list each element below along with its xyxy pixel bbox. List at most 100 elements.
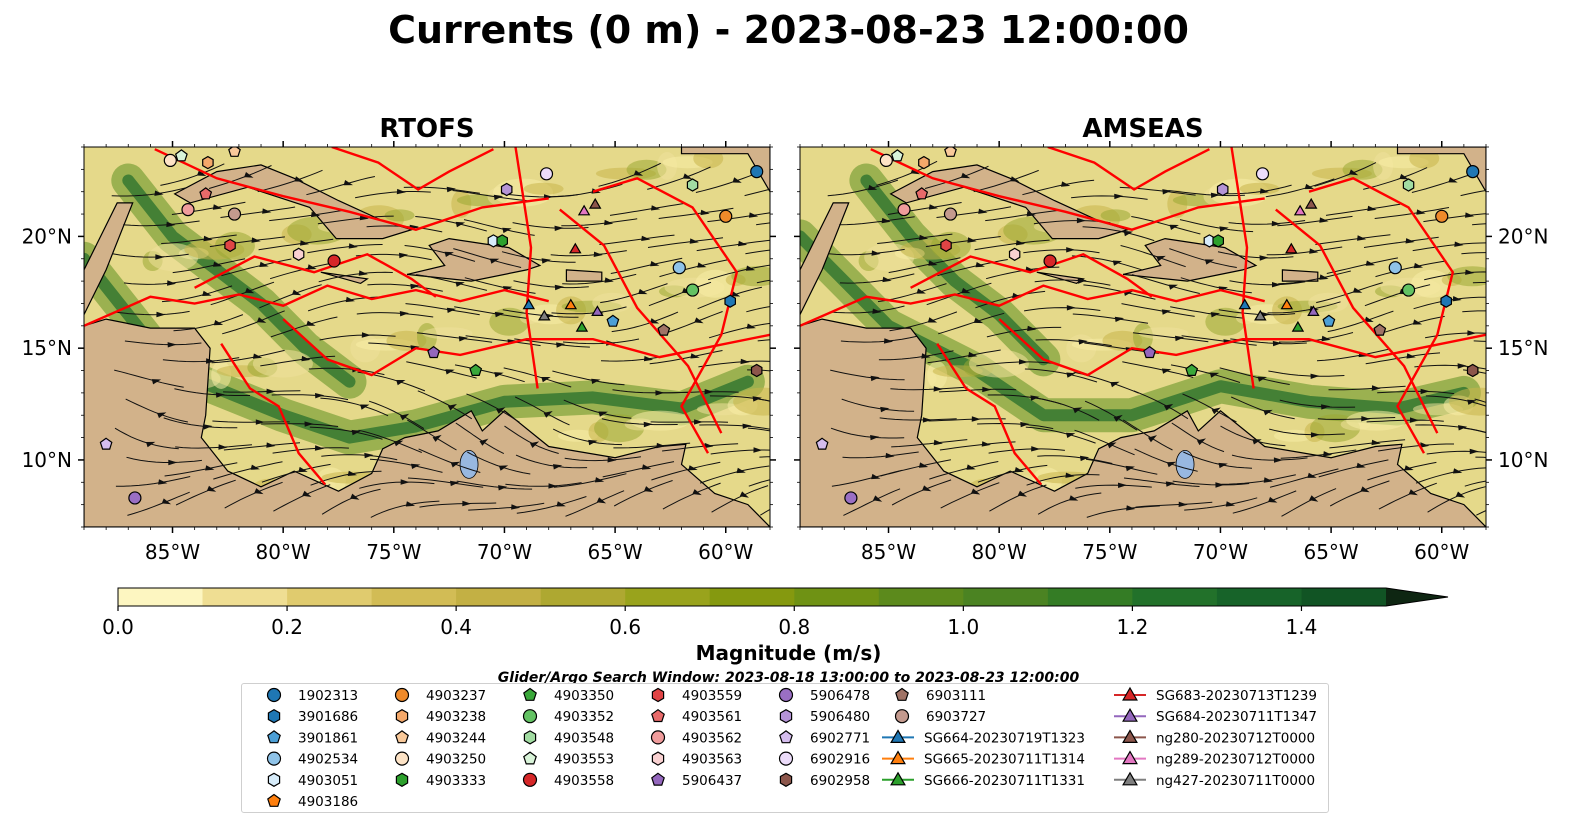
- legend-item: SG664-20230719T1323: [882, 729, 1085, 746]
- streamline-arrow: [981, 441, 991, 447]
- land-polygon: [1036, 271, 1085, 285]
- streamline: [211, 349, 285, 364]
- streamline-arrow: [244, 172, 254, 178]
- magnitude-patch: [1342, 159, 1383, 180]
- streamline-arrow: [1065, 472, 1075, 478]
- legend-item: ng427-20230711T0000: [1114, 771, 1315, 789]
- legend-marker: [267, 709, 281, 724]
- magnitude-patch: [417, 323, 437, 351]
- legend-label: 5906480: [810, 709, 870, 725]
- streamline-arrow: [498, 465, 509, 471]
- marker-6902958: [1466, 363, 1479, 378]
- streamline-arrow: [1165, 481, 1175, 487]
- streamline: [561, 218, 638, 227]
- streamline: [366, 225, 443, 233]
- magnitude-patch: [932, 365, 983, 378]
- streamline-arrow: [396, 188, 406, 195]
- streamline: [306, 176, 376, 196]
- streamline: [1376, 315, 1445, 336]
- legend-label: 4902534: [298, 752, 358, 768]
- streamline-arrow: [1020, 421, 1030, 428]
- streamline: [1415, 467, 1486, 484]
- marker-ng289-20230712T0000: [1293, 204, 1307, 216]
- streamline-arrow: [689, 238, 699, 244]
- streamline: [208, 165, 272, 189]
- streamline-arrow: [975, 262, 985, 268]
- streamline: [1184, 497, 1258, 511]
- streamline: [1329, 439, 1406, 449]
- streamline: [1084, 342, 1159, 354]
- streamline: [504, 425, 559, 454]
- legend-item: 4903558: [522, 772, 614, 789]
- magnitude-patch: [1071, 338, 1132, 351]
- streamline: [610, 257, 683, 274]
- magnitude-patch: [386, 330, 427, 351]
- streamline-arrow: [1465, 269, 1475, 275]
- magnitude-patch: [592, 292, 633, 313]
- streamline-arrow: [1010, 176, 1020, 182]
- magnitude-patch: [451, 190, 472, 218]
- streamline: [321, 454, 398, 461]
- streamline: [929, 461, 999, 480]
- streamline: [1280, 449, 1357, 459]
- streamline: [760, 508, 770, 516]
- colorbar-bin: [202, 588, 288, 606]
- streamline: [1121, 303, 1195, 317]
- streamline-arrow: [682, 287, 692, 294]
- streamline-arrow: [966, 464, 976, 470]
- streamline-arrow: [732, 177, 742, 183]
- streamline: [744, 188, 770, 197]
- magnitude-patch: [180, 368, 221, 389]
- streamline: [1181, 335, 1257, 346]
- streamline: [1034, 279, 1111, 286]
- marker-4903051: [1203, 234, 1216, 248]
- streamline: [307, 244, 383, 254]
- streamline: [1277, 215, 1353, 227]
- marker-4903237: [1435, 209, 1449, 223]
- streamline: [1073, 371, 1139, 394]
- streamline: [468, 502, 545, 511]
- streamline: [318, 271, 393, 283]
- legend-marker: [890, 771, 906, 786]
- streamline-arrow: [266, 442, 276, 448]
- streamline: [745, 249, 770, 255]
- magnitude-patch: [1209, 178, 1270, 207]
- streamline: [879, 417, 957, 421]
- magnitude-patch: [1378, 156, 1429, 169]
- streamline-arrow: [255, 419, 265, 425]
- streamline: [600, 353, 677, 362]
- streamline-arrow: [704, 389, 714, 395]
- legend-marker: [651, 751, 665, 766]
- streamline: [272, 447, 349, 454]
- magnitude-patch: [1380, 277, 1441, 298]
- streamline: [160, 163, 225, 186]
- streamline: [223, 442, 301, 451]
- magnitude-patch: [281, 224, 312, 245]
- magnitude-patch: [965, 478, 1006, 507]
- streamline: [1120, 245, 1186, 268]
- streamline-arrow: [1457, 363, 1467, 369]
- streamline: [404, 245, 476, 262]
- legend-label: 4903250: [426, 752, 486, 768]
- streamline-arrow: [1210, 192, 1220, 198]
- streamline-arrow: [1404, 465, 1414, 471]
- colorbar-bin: [456, 588, 542, 606]
- streamline: [452, 190, 528, 202]
- streamline: [987, 394, 1062, 405]
- magnitude-patch: [1310, 414, 1361, 443]
- streamline-arrow: [1268, 496, 1278, 503]
- marker-4902534: [1388, 261, 1402, 275]
- streamline-arrow: [1357, 235, 1367, 241]
- streamline-arrow: [400, 479, 410, 485]
- streamline-arrow: [496, 407, 506, 414]
- streamline: [1265, 178, 1335, 198]
- magnitude-patch: [176, 494, 197, 522]
- streamline: [1412, 242, 1486, 252]
- streamline-arrow: [982, 386, 992, 393]
- streamline-arrow: [1125, 465, 1135, 472]
- streamline: [501, 251, 576, 263]
- streamline-arrow: [799, 274, 808, 279]
- streamline-arrow: [746, 323, 756, 329]
- streamline: [1266, 246, 1343, 256]
- magnitude-patch: [624, 418, 655, 431]
